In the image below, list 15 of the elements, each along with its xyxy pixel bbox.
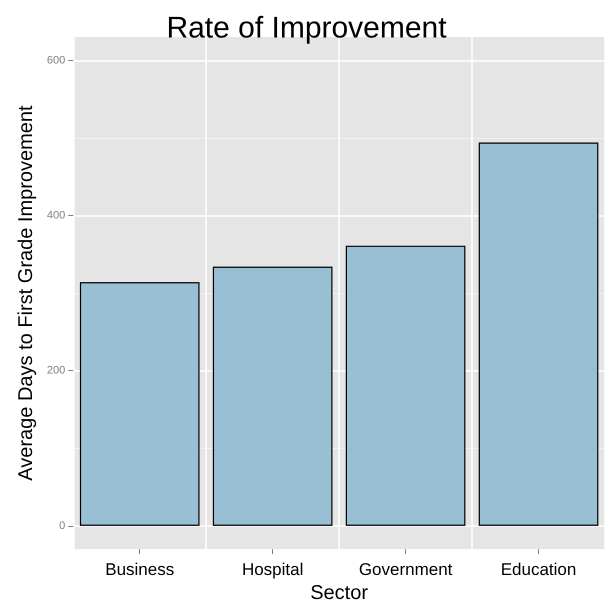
bar — [212, 266, 332, 526]
x-axis-title: Sector — [310, 582, 368, 604]
bar — [346, 246, 466, 526]
bar — [80, 282, 200, 526]
y-tick-label: 400 — [46, 209, 66, 222]
y-tick-label: 200 — [46, 364, 66, 377]
y-axis-title: Average Days to First Grade Improvement — [15, 104, 37, 481]
chart-title: Rate of Improvement — [166, 12, 448, 44]
y-tick-label: 600 — [46, 54, 66, 66]
x-tick-label: Education — [500, 560, 576, 580]
y-tick-label: 0 — [59, 520, 66, 532]
x-tick-label: Hospital — [242, 560, 304, 580]
x-tick-label: Government — [358, 560, 453, 580]
bar — [478, 142, 598, 526]
x-tick-label: Business — [105, 560, 174, 580]
